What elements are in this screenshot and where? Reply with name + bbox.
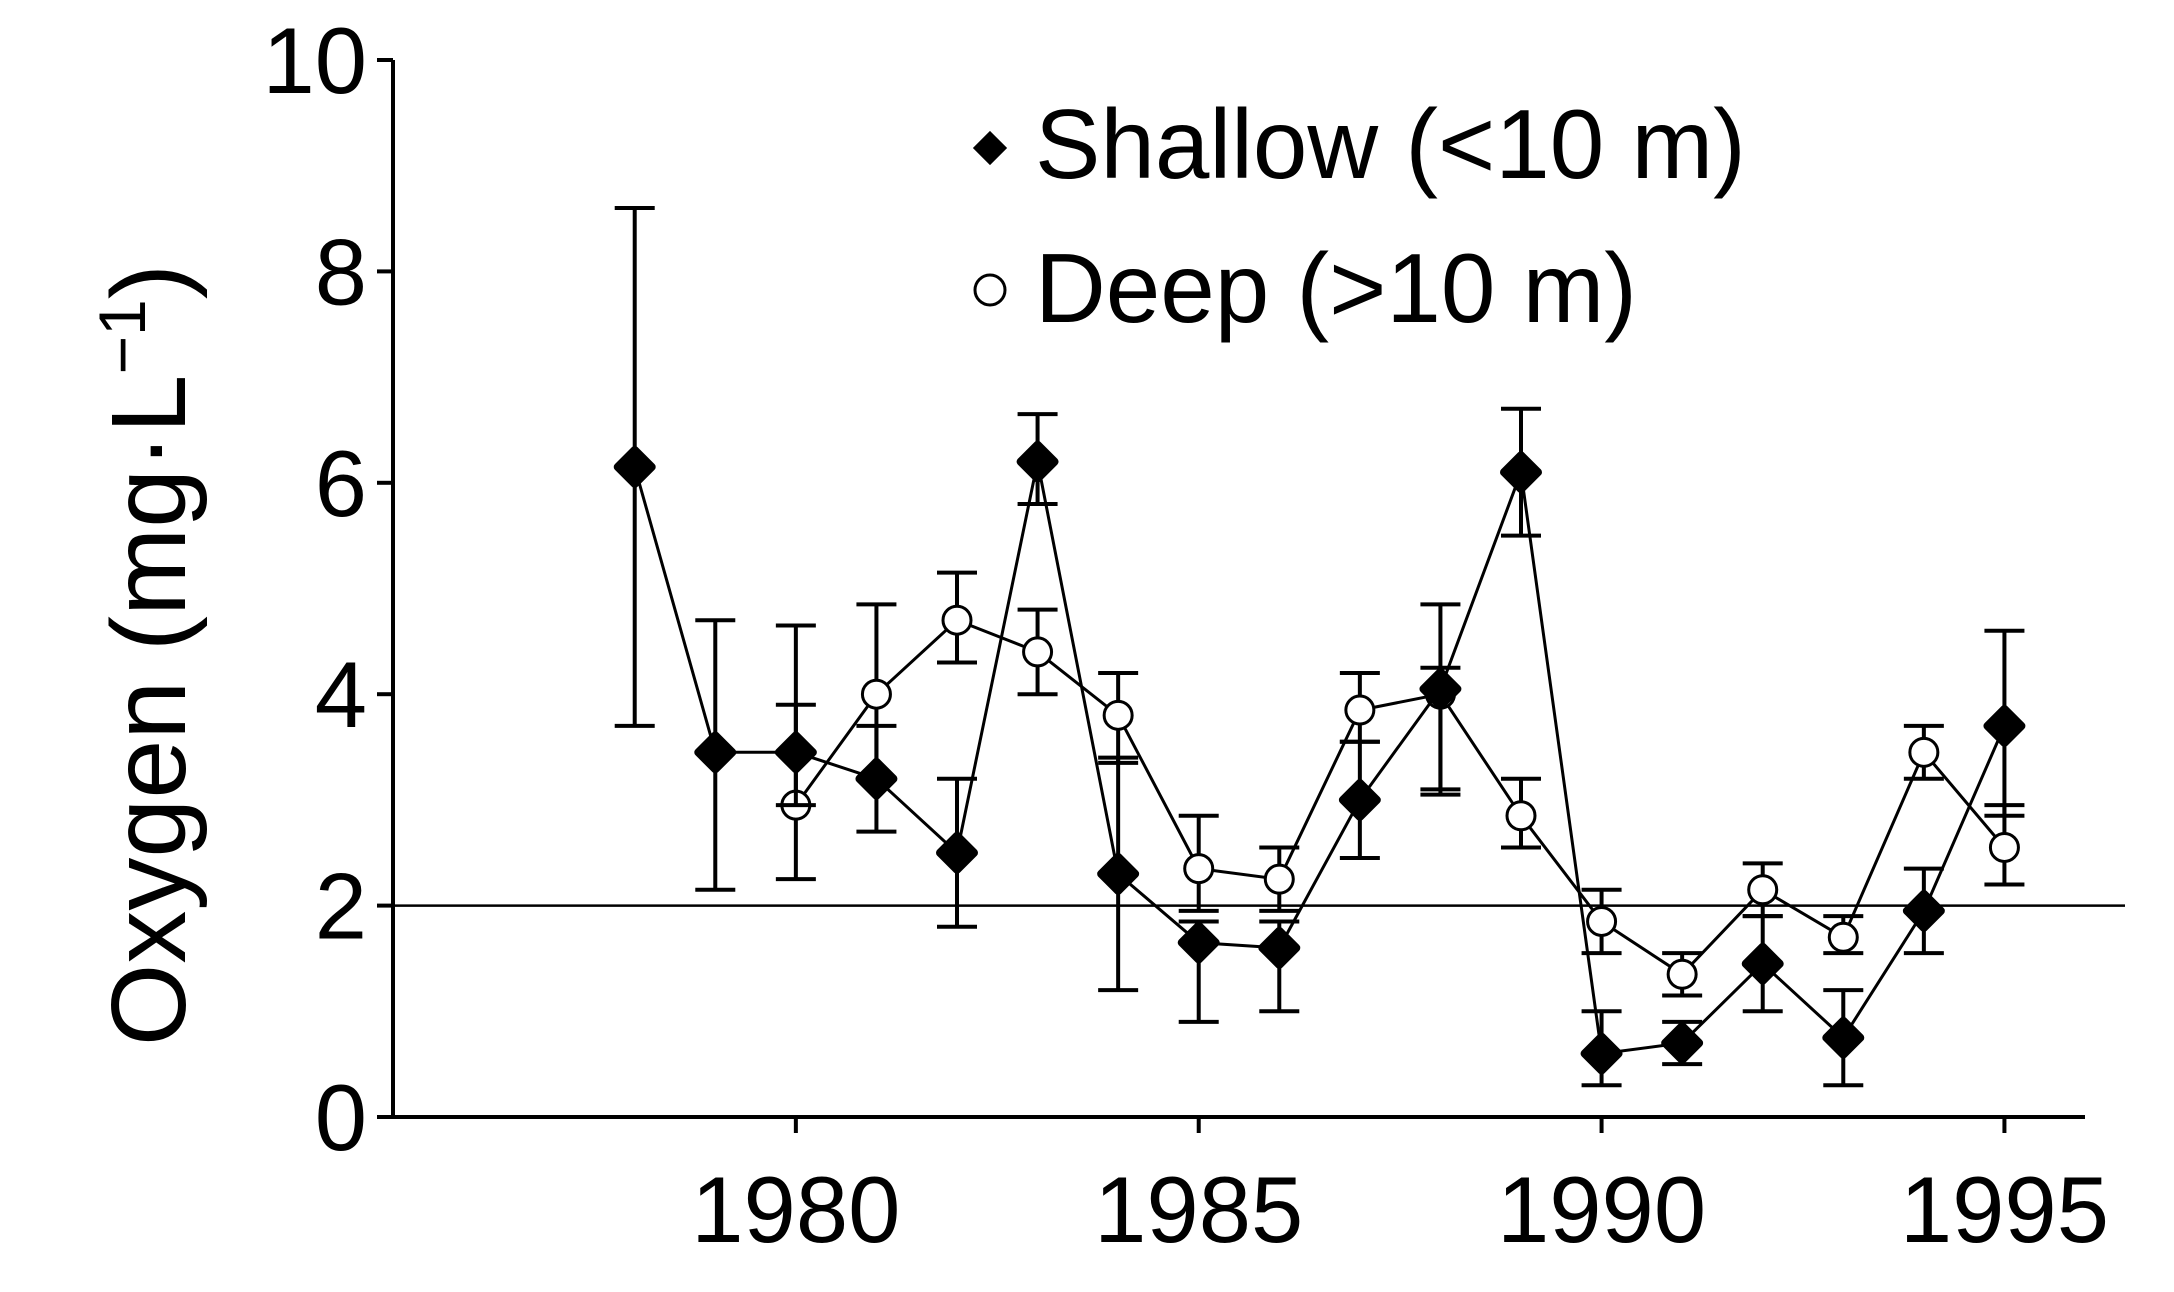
y-tick-label: 6	[315, 431, 367, 536]
data-point	[936, 831, 978, 874]
data-point	[1822, 1016, 1865, 1059]
y-tick-label: 10	[262, 8, 367, 113]
axes: 0 2 4 6 8 10 1980 1985 1990 1995	[262, 8, 2109, 1262]
data-point	[1908, 736, 1940, 768]
data-point	[860, 678, 892, 710]
x-tick-label: 1995	[1900, 1157, 2109, 1262]
data-point	[1016, 440, 1059, 483]
data-point	[1338, 778, 1381, 821]
data-point	[1097, 852, 1140, 895]
y-axis-label-main: Oxygen (mg·L	[90, 375, 208, 1047]
x-tick-label: 1980	[691, 1157, 900, 1262]
data-point	[1827, 921, 1859, 953]
data-point	[1183, 853, 1215, 885]
y-axis-label-superscript: −1	[85, 299, 159, 374]
data-point	[694, 731, 737, 774]
legend-deep-marker-icon	[973, 273, 1007, 307]
y-tick-label: 8	[315, 219, 367, 324]
data-point	[1102, 699, 1134, 731]
y-axis-label-close: )	[90, 264, 208, 299]
data-point	[1177, 921, 1220, 964]
data-point	[1661, 1022, 1704, 1065]
data-point	[774, 731, 817, 774]
data-point	[1666, 958, 1698, 990]
legend: Shallow (<10 m) Deep (>10 m)	[972, 89, 1746, 343]
legend-deep-label: Deep (>10 m)	[1035, 233, 1637, 343]
y-axis-label: Oxygen (mg·L−1)	[85, 264, 208, 1046]
data-point	[1580, 1032, 1623, 1075]
data-point	[855, 757, 898, 800]
series-shallow	[613, 205, 2026, 1088]
y-tick-label: 0	[315, 1065, 367, 1170]
data-point	[1983, 704, 2026, 747]
data-point	[1258, 926, 1301, 969]
x-tick-label: 1990	[1497, 1157, 1706, 1262]
data-point	[941, 604, 973, 636]
y-tick-label: 4	[315, 642, 367, 747]
data-point	[1586, 905, 1618, 937]
data-point	[1902, 889, 1945, 932]
data-point	[1022, 636, 1054, 668]
data-point	[1500, 451, 1542, 494]
series-line	[794, 618, 2006, 977]
y-tick-label: 2	[315, 854, 367, 959]
legend-shallow-marker-icon	[972, 130, 1008, 166]
x-tick-label: 1985	[1094, 1157, 1303, 1262]
data-point	[1741, 942, 1784, 985]
data-point	[613, 445, 656, 488]
data-point	[1263, 863, 1295, 895]
series-deep	[775, 570, 2025, 998]
series-group	[613, 205, 2026, 1088]
data-point	[1505, 800, 1537, 832]
series-line	[633, 461, 2006, 1056]
data-point	[1344, 694, 1376, 726]
data-point	[1419, 667, 1462, 710]
legend-shallow-label: Shallow (<10 m)	[1035, 89, 1746, 199]
data-point	[1988, 831, 2020, 863]
data-point	[1747, 874, 1779, 906]
